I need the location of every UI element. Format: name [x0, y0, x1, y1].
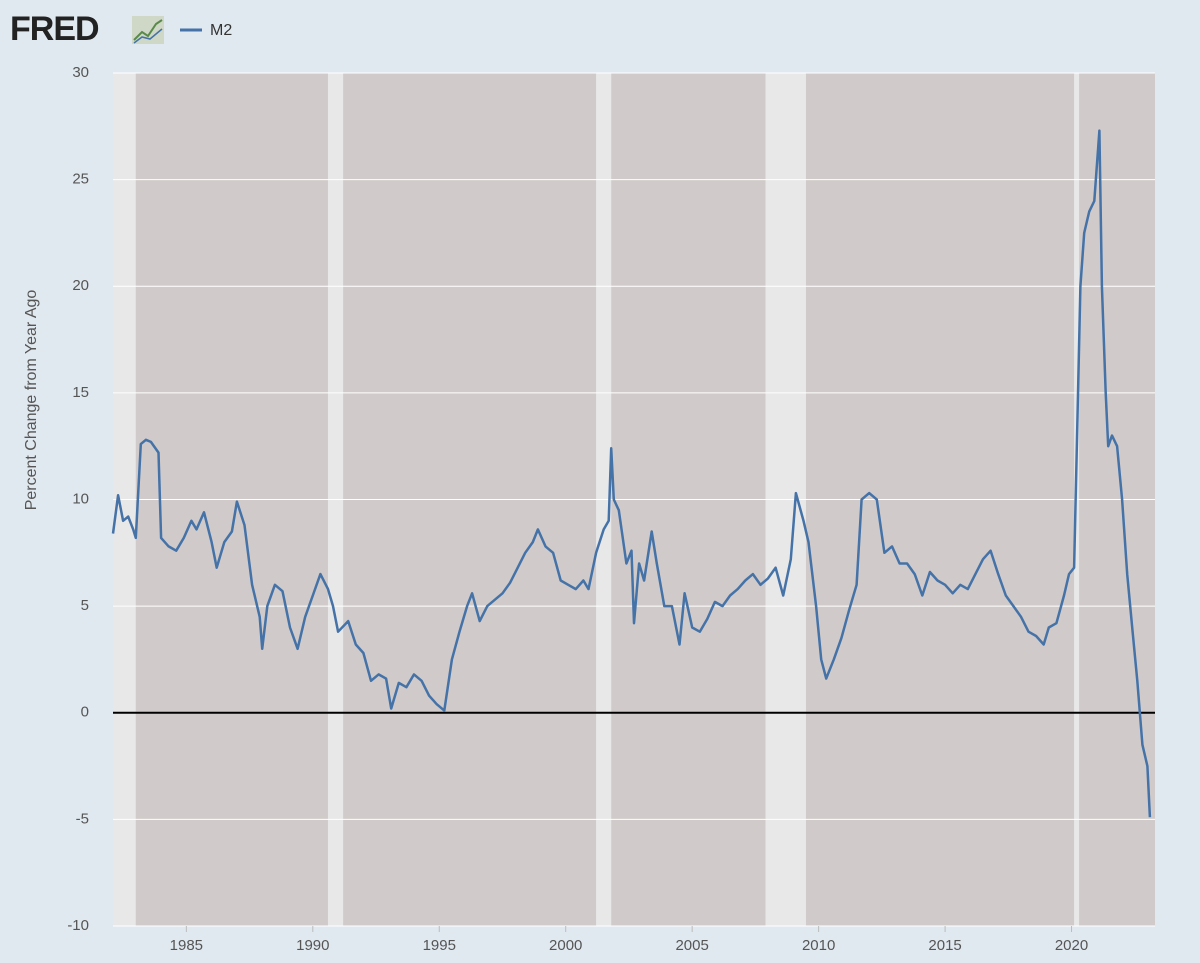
y-tick-label: 5 — [81, 597, 89, 614]
x-tick-label: 1985 — [170, 937, 203, 954]
series-line — [111, 129, 1152, 818]
x-tick-label: 2000 — [549, 937, 582, 954]
y-tick-label: -5 — [76, 810, 89, 827]
y-tick-label: 0 — [81, 704, 89, 721]
y-tick-label: 30 — [72, 64, 89, 81]
y-tick-label: 15 — [72, 384, 89, 401]
y-tick-label: 20 — [72, 277, 89, 294]
logo-icon — [132, 16, 164, 44]
legend-label: M2 — [210, 22, 232, 39]
x-tick-label: 2015 — [928, 937, 961, 954]
x-tick-label: 1990 — [296, 937, 329, 954]
x-tick-label: 2020 — [1055, 937, 1088, 954]
logo-icon-bg — [132, 16, 164, 44]
x-tick-label: 2005 — [675, 937, 708, 954]
x-tick-label: 1995 — [423, 937, 456, 954]
y-tick-label: 25 — [72, 171, 89, 188]
brand-logo: FRED — [10, 10, 99, 48]
x-tick-label: 2010 — [802, 937, 835, 954]
y-tick-label: -10 — [67, 917, 89, 934]
logo-icon-line — [133, 28, 163, 44]
y-tick-label: 10 — [72, 490, 89, 507]
y-axis-label: Percent Change from Year Ago — [23, 290, 40, 511]
logo-icon-line — [133, 19, 163, 41]
